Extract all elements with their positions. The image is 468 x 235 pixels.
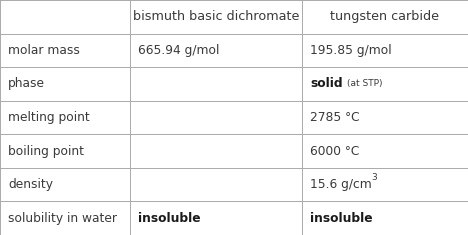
Text: tungsten carbide: tungsten carbide bbox=[330, 10, 439, 23]
Text: bismuth basic dichromate: bismuth basic dichromate bbox=[133, 10, 299, 23]
Text: melting point: melting point bbox=[8, 111, 90, 124]
Text: solubility in water: solubility in water bbox=[8, 212, 117, 225]
Text: 3: 3 bbox=[372, 173, 378, 182]
Text: (at STP): (at STP) bbox=[347, 79, 382, 88]
Text: solid: solid bbox=[310, 77, 343, 90]
Text: 665.94 g/mol: 665.94 g/mol bbox=[138, 44, 219, 57]
Text: 15.6 g/cm: 15.6 g/cm bbox=[310, 178, 372, 191]
Text: 2785 °C: 2785 °C bbox=[310, 111, 359, 124]
Text: 6000 °C: 6000 °C bbox=[310, 145, 359, 158]
Text: insoluble: insoluble bbox=[310, 212, 373, 225]
Text: phase: phase bbox=[8, 77, 45, 90]
Text: density: density bbox=[8, 178, 53, 191]
Text: 195.85 g/mol: 195.85 g/mol bbox=[310, 44, 392, 57]
Text: molar mass: molar mass bbox=[8, 44, 80, 57]
Text: boiling point: boiling point bbox=[8, 145, 84, 158]
Text: insoluble: insoluble bbox=[138, 212, 201, 225]
